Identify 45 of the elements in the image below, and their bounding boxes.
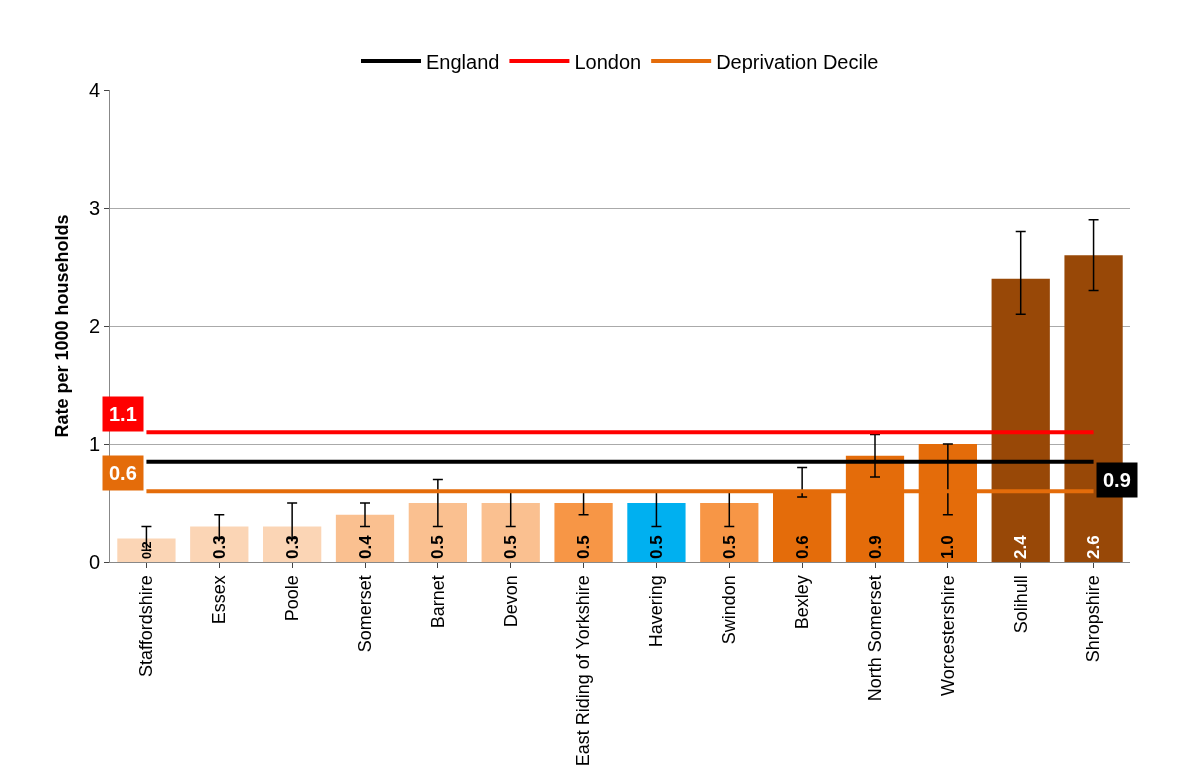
x-tick-label: Barnet	[427, 575, 448, 629]
bar	[991, 278, 1050, 562]
x-tick-label: Solihull	[1010, 575, 1031, 634]
bar	[700, 503, 759, 562]
legend-label: London	[574, 50, 642, 73]
data-label: 1.1	[109, 403, 137, 425]
data-label: 1.0	[938, 535, 958, 559]
x-tick-label: Swindon	[719, 575, 740, 645]
bar	[481, 503, 540, 562]
y-tick-label: 4	[88, 79, 100, 101]
x-tick-label: Somerset	[354, 575, 375, 653]
y-tick-label: 0	[88, 551, 100, 573]
data-label: 0.9	[865, 535, 885, 559]
data-label: 0.6	[109, 462, 137, 484]
y-tick-label: 1	[88, 433, 100, 455]
x-tick-label: Bexley	[791, 575, 812, 630]
legend-label: Deprivation Decile	[716, 50, 879, 73]
y-tick-label: 2	[88, 315, 100, 337]
data-label: 0.4	[355, 534, 375, 559]
data-label: 0.9	[1103, 469, 1131, 491]
bar	[335, 514, 395, 562]
y-tick-label: 3	[88, 197, 100, 219]
x-tick-label: Staffordshire	[136, 575, 157, 677]
x-tick-label: Worcestershire	[937, 575, 958, 696]
data-label: 0.5	[719, 535, 739, 559]
x-tick-label: East Riding of Yorkshire	[573, 575, 594, 767]
data-label: 0.5	[428, 535, 448, 559]
data-label: 0.5	[646, 535, 666, 559]
data-label: 0.5	[501, 535, 521, 559]
legend-label: England	[426, 50, 500, 73]
data-label: 0.5	[574, 535, 594, 559]
y-axis-title: Rate per 1000 households	[52, 214, 73, 438]
x-tick-label: Devon	[500, 575, 521, 628]
x-tick-label: Essex	[209, 575, 230, 625]
bar	[408, 503, 467, 562]
data-label: 2.6	[1084, 535, 1104, 559]
x-tick-label: Shropshire	[1083, 575, 1104, 663]
bar	[554, 503, 613, 562]
data-label: 2.4	[1011, 534, 1031, 559]
x-tick-label: Poole	[281, 575, 302, 622]
x-tick-label: Havering	[646, 575, 667, 648]
bar	[627, 503, 686, 562]
bar	[117, 538, 176, 562]
x-tick-label: North Somerset	[864, 575, 885, 702]
data-label: 0.6	[792, 535, 812, 559]
